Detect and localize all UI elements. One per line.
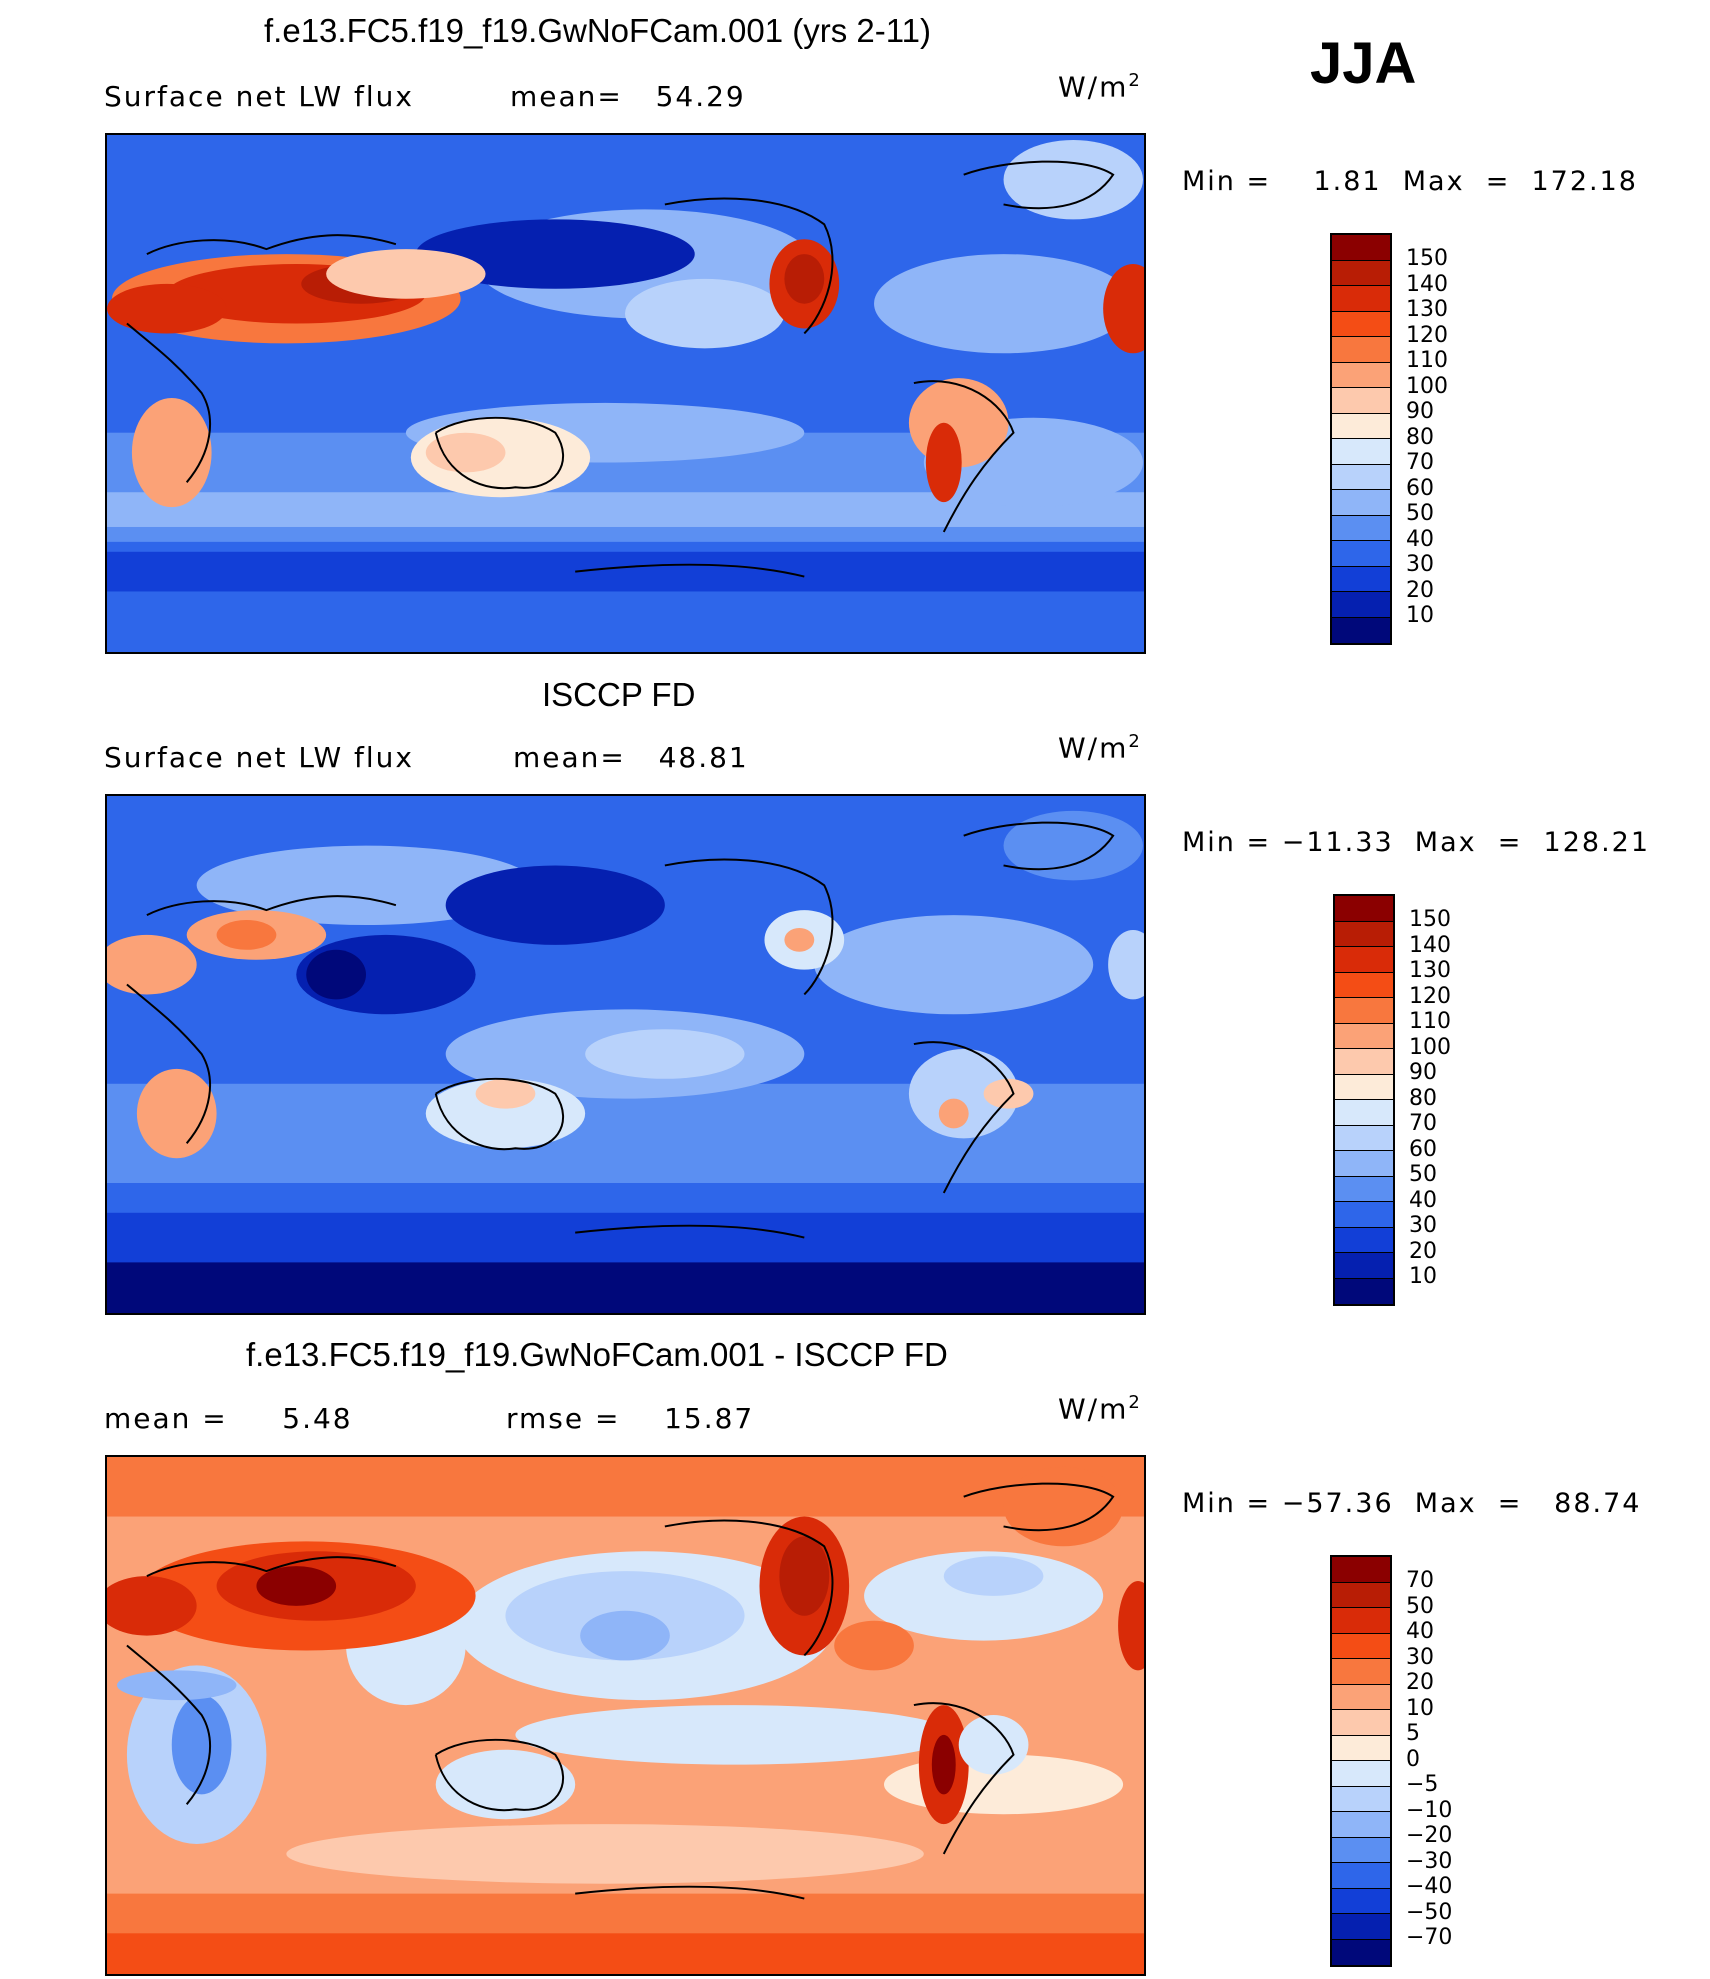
panel3-colorbar-label: −50 [1406,1899,1453,1925]
panel3-map [105,1455,1146,1976]
panel2-title: ISCCP FD [542,676,696,713]
panel3-title: f.e13.FC5.f19_f19.GwNoFCam.001 - ISCCP F… [246,1336,948,1373]
panel1-title: f.e13.FC5.f19_f19.GwNoFCam.001 (yrs 2-11… [264,12,931,49]
panel1-colorbar-label: 10 [1406,603,1434,628]
panel1-colorbar-label: 100 [1406,373,1448,399]
panel3-colorbar-label: 50 [1406,1593,1434,1619]
panel1-minmax: Min = 1.81 Max = 172.18 [1182,166,1638,197]
panel3-colorbar-label: 30 [1406,1644,1434,1670]
panel1-colorbar-label: 60 [1406,475,1434,501]
panel2-colorbar-label: 40 [1409,1187,1437,1213]
panel2-colorbar-label: 50 [1409,1162,1437,1187]
panel3-colorbar-label: 5 [1406,1721,1420,1746]
panel3-colorbar-label: 20 [1406,1670,1434,1695]
panel1-colorbar-label: 40 [1406,526,1434,552]
panel3-colorbar-label: 70 [1406,1568,1434,1593]
panel3-colorbar-label: 40 [1406,1619,1434,1644]
panel2-colorbar-label: 70 [1409,1111,1437,1136]
season-label: JJA [1310,31,1417,96]
panel1-colorbar-label: 20 [1406,577,1434,603]
panel2-mean: mean= 48.81 [513,741,749,774]
panel2-colorbar-label: 60 [1409,1136,1437,1162]
panel1-colorbar-label: 70 [1406,450,1434,475]
panel1-colorbar-label: 90 [1406,399,1434,424]
panel1-colorbar-label: 120 [1406,322,1448,348]
panel1-units: W/m2 [1058,70,1142,104]
panel2-units: W/m2 [1058,731,1142,765]
panel1-colorbar-label: 30 [1406,552,1434,577]
panel2-colorbar-label: 20 [1409,1238,1437,1264]
panel1-colorbar-label: 140 [1406,271,1448,297]
panel1-colorbar-label: 130 [1406,297,1448,322]
panel2-colorbar [1333,894,1395,1306]
panel2-colorbar-label: 120 [1409,983,1451,1009]
panel1-colorbar-label: 150 [1406,246,1448,271]
panel2-colorbar-label: 100 [1409,1034,1451,1060]
panel1-field-label: Surface net LW flux [104,80,414,113]
panel1-mean: mean= 54.29 [510,80,746,113]
panel3-colorbar-label: −5 [1406,1772,1439,1797]
panel1-colorbar-label: 50 [1406,501,1434,526]
panel3-minmax: Min = −57.36 Max = 88.74 [1182,1488,1642,1519]
panel3-colorbar-label: 0 [1406,1746,1420,1772]
panel2-colorbar-label: 30 [1409,1213,1437,1238]
panel1-map [105,133,1146,654]
panel2-colorbar-label: 140 [1409,932,1451,958]
panel2-colorbar-label: 80 [1409,1085,1437,1111]
panel1-colorbar-label: 110 [1406,348,1448,373]
panel3-colorbar-label: −30 [1406,1848,1453,1874]
panel3-rmse: rmse = 15.87 [506,1402,755,1435]
panel3-colorbar-label: −10 [1406,1797,1453,1823]
panel2-colorbar-label: 90 [1409,1060,1437,1085]
panel2-map [105,794,1146,1315]
panel2-field-label: Surface net LW flux [104,741,414,774]
panel3-colorbar-label: −40 [1406,1874,1453,1899]
panel3-colorbar-label: −20 [1406,1823,1453,1848]
panel1-colorbar [1330,233,1392,645]
panel2-colorbar-label: 10 [1409,1264,1437,1289]
panel2-colorbar-label: 150 [1409,907,1451,932]
panel2-minmax: Min = −11.33 Max = 128.21 [1182,827,1651,858]
panel2-colorbar-label: 110 [1409,1009,1451,1034]
panel3-colorbar [1330,1555,1392,1967]
panel3-colorbar-label: −70 [1406,1925,1453,1950]
panel2-colorbar-label: 130 [1409,958,1451,983]
panel1-colorbar-label: 80 [1406,424,1434,450]
panel3-colorbar-label: 10 [1406,1695,1434,1721]
panel3-units: W/m2 [1058,1392,1142,1426]
panel3-mean: mean = 5.48 [104,1402,353,1435]
